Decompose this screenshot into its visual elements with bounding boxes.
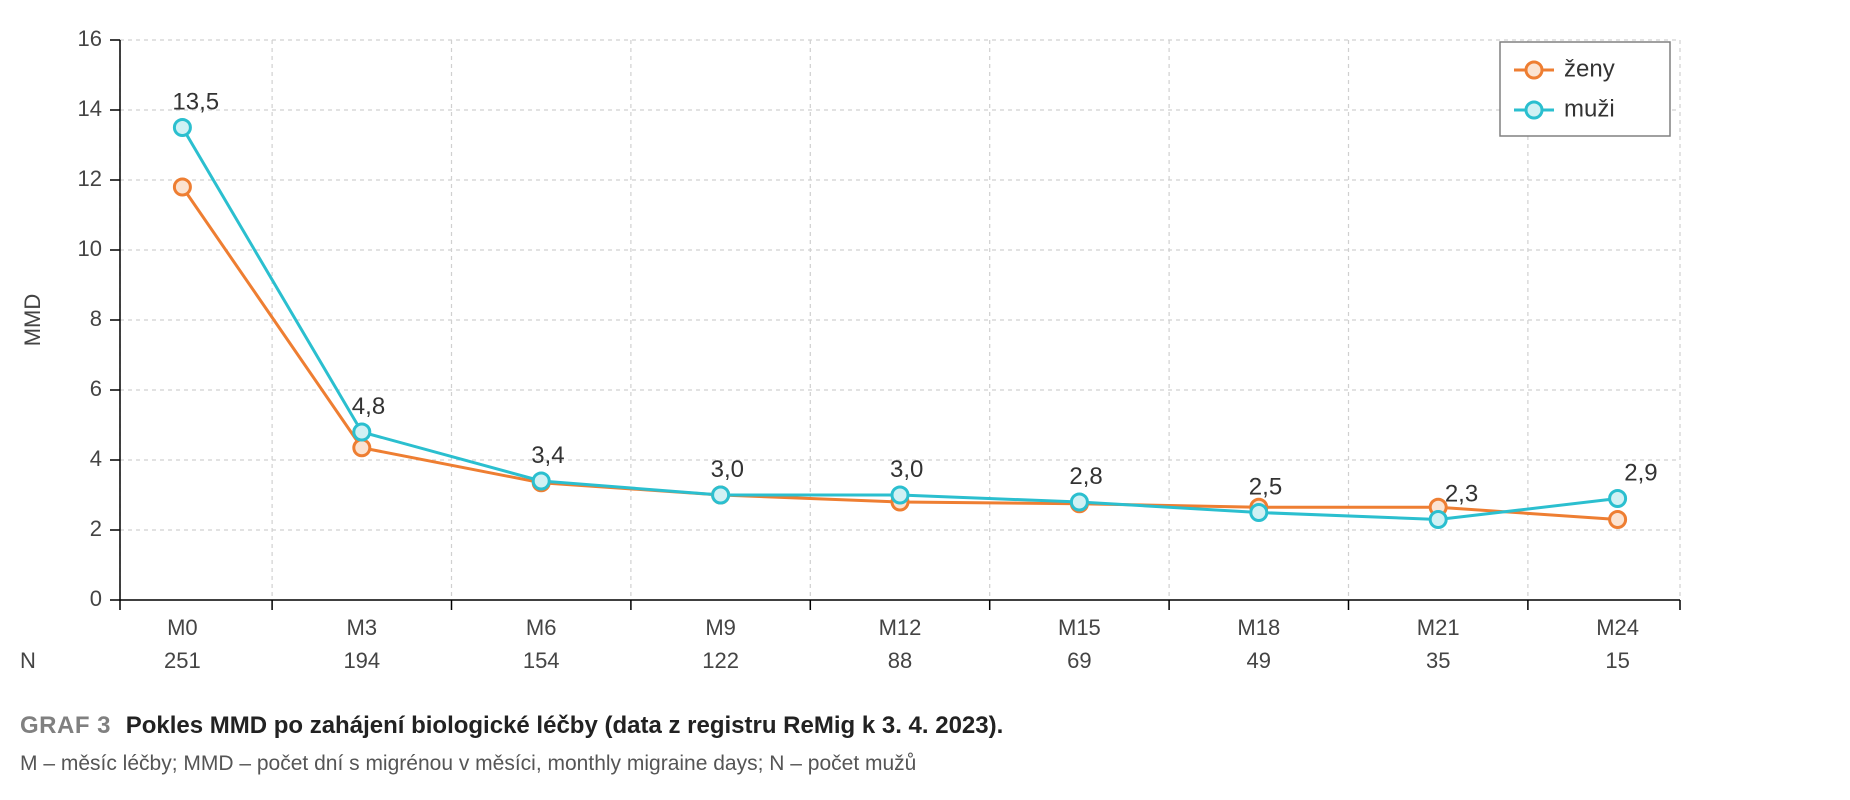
series-marker-muži	[1610, 491, 1626, 507]
series-marker-muži	[892, 487, 908, 503]
line-chart: 0 2 4 6 8 10 12 14 16 MMD M0 251 M3 194 M6 154 M9 122 M12 8…	[0, 20, 1850, 700]
caption-title: Pokles MMD po zahájení biologické léčby …	[126, 712, 1004, 739]
x-category-label: M6	[526, 615, 557, 640]
data-label: 2,3	[1445, 481, 1478, 508]
figure-caption: GRAF 3 Pokles MMD po zahájení biologické…	[20, 712, 1003, 740]
data-label: 3,0	[890, 456, 923, 483]
y-tick-label: 10	[78, 236, 102, 261]
data-label: 4,8	[352, 393, 385, 420]
legend-marker	[1526, 62, 1542, 78]
series-marker-muži	[1251, 505, 1267, 521]
series-marker-muži	[174, 120, 190, 136]
caption-label: GRAF 3	[20, 712, 111, 739]
x-category-label: M9	[705, 615, 736, 640]
series-marker-muži	[713, 487, 729, 503]
series-marker-ženy	[174, 179, 190, 195]
n-value: 49	[1247, 648, 1271, 673]
n-row-label: N	[20, 648, 36, 673]
data-label: 13,5	[172, 89, 219, 116]
y-axis-label: MMD	[20, 294, 45, 347]
x-category-label: M12	[879, 615, 922, 640]
y-tick-label: 6	[90, 376, 102, 401]
chart-svg-container: 0 2 4 6 8 10 12 14 16 MMD M0 251 M3 194 M6 154 M9 122 M12 8…	[0, 20, 1850, 705]
chart-figure: { "chart": { "type": "line", "width_px":…	[0, 0, 1850, 800]
legend-label: muži	[1564, 95, 1615, 122]
n-value: 15	[1605, 648, 1629, 673]
series-marker-muži	[1430, 512, 1446, 528]
x-category-label: M3	[347, 615, 378, 640]
n-value: 122	[702, 648, 739, 673]
x-category-label: M18	[1237, 615, 1280, 640]
series-marker-muži	[533, 473, 549, 489]
y-tick-label: 2	[90, 516, 102, 541]
series-marker-ženy	[1610, 512, 1626, 528]
data-label: 2,8	[1069, 463, 1102, 490]
n-value: 154	[523, 648, 560, 673]
x-category-label: M21	[1417, 615, 1460, 640]
legend-marker	[1526, 102, 1542, 118]
n-value: 35	[1426, 648, 1450, 673]
n-value: 69	[1067, 648, 1091, 673]
data-label: 2,5	[1249, 474, 1282, 501]
y-tick-label: 14	[78, 96, 102, 121]
data-label: 3,4	[531, 442, 564, 469]
n-value: 194	[343, 648, 380, 673]
n-value: 88	[888, 648, 912, 673]
data-label: 2,9	[1624, 460, 1657, 487]
legend-label: ženy	[1564, 55, 1615, 82]
y-tick-label: 4	[90, 446, 102, 471]
x-category-label: M0	[167, 615, 198, 640]
n-value: 251	[164, 648, 201, 673]
y-tick-label: 12	[78, 166, 102, 191]
figure-footnote: M – měsíc léčby; MMD – počet dní s migré…	[20, 752, 916, 776]
series-marker-ženy	[354, 440, 370, 456]
series-marker-muži	[1071, 494, 1087, 510]
y-tick-label: 0	[90, 586, 102, 611]
y-tick-label: 8	[90, 306, 102, 331]
x-category-label: M24	[1596, 615, 1639, 640]
data-label: 3,0	[711, 456, 744, 483]
series-marker-muži	[354, 424, 370, 440]
y-tick-label: 16	[78, 26, 102, 51]
x-category-label: M15	[1058, 615, 1101, 640]
